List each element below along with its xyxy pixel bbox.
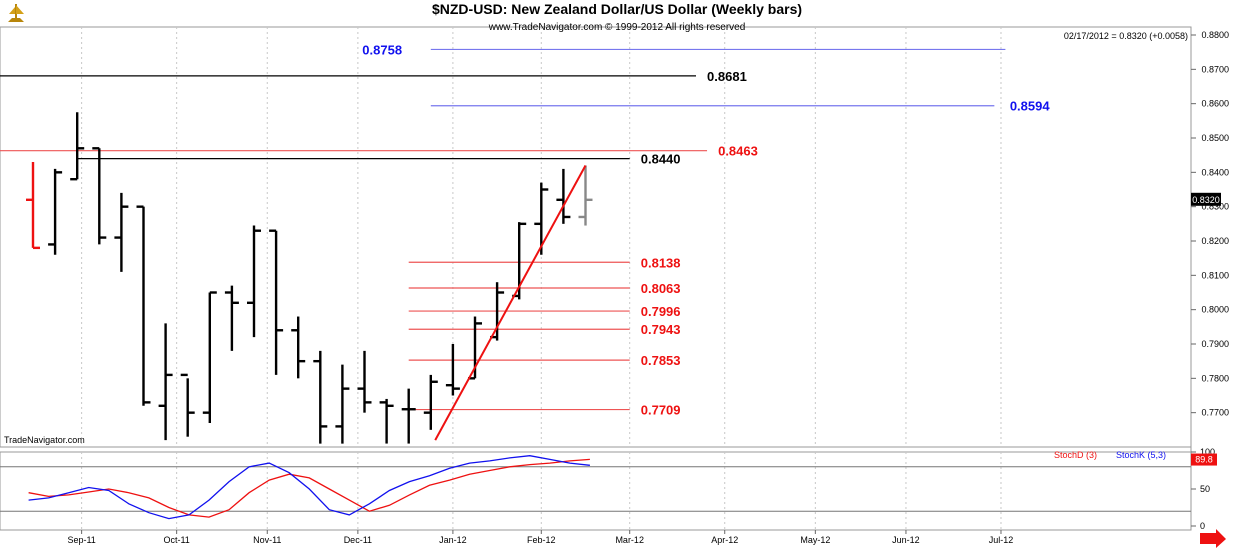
ohlc-bar (26, 162, 40, 250)
level-label: 0.8440 (641, 152, 681, 167)
ohlc-bar (556, 168, 571, 224)
level-label: 0.8138 (641, 255, 681, 270)
ohlc-bar (401, 388, 416, 444)
trendline-layer (434, 164, 587, 441)
ohlc-bar (291, 316, 306, 379)
x-tick-label: Jun-12 (892, 535, 920, 545)
ohlc-bar (269, 229, 284, 375)
stoch-tick-label: 100 (1200, 447, 1215, 457)
last-price-box (1191, 192, 1221, 206)
price-pane (0, 26, 1192, 448)
ohlc-bar (92, 147, 107, 245)
stochastic-pane (0, 451, 1192, 531)
ohlc-bar (180, 373, 195, 437)
x-tick-label: Apr-12 (711, 535, 738, 545)
level-label: 0.8063 (641, 281, 681, 296)
price-readout: 02/17/2012 = 0.8320 (+0.0058) (1064, 31, 1188, 41)
stoch-tick-label: 50 (1200, 484, 1210, 494)
ohlc-bar (357, 350, 372, 413)
ohlc-bar (48, 168, 63, 255)
x-tick-label: Jan-12 (439, 535, 467, 545)
level-label: 0.7709 (641, 403, 681, 418)
ohlc-bar (578, 165, 593, 226)
y-tick-label: 0.7700 (1201, 408, 1229, 418)
level-label: 0.8594 (1010, 99, 1051, 114)
ohlc-bar (379, 398, 394, 444)
ohlc-bar (445, 344, 460, 396)
chart-title: $NZD-USD: New Zealand Dollar/US Dollar (… (432, 1, 802, 17)
level-label: 0.8681 (707, 69, 747, 84)
chart-subtitle: www.TradeNavigator.com © 1999-2012 All r… (488, 22, 746, 33)
stoch-readout: 89.8 (1195, 455, 1213, 465)
legend-stochk: StochK (5,3) (1116, 450, 1166, 460)
ohlc-bar (313, 350, 328, 444)
ohlc-bar (247, 225, 261, 338)
y-tick-label: 0.8200 (1201, 236, 1229, 246)
y-tick-label: 0.8600 (1201, 99, 1229, 109)
x-tick-label: Sep-11 (67, 535, 95, 545)
level-label: 0.8463 (718, 144, 758, 159)
ohlc-bar (70, 112, 85, 181)
price-axis: 0.8800 0.8700 0.8600 0.8500 0.8400 0.8300 0.82… (1191, 30, 1229, 418)
ohlc-bar (202, 291, 217, 423)
y-tick-label: 0.8800 (1201, 30, 1229, 40)
trendline (434, 164, 587, 441)
level-label: 0.8758 (362, 42, 402, 57)
ohlc-bar (335, 364, 350, 444)
y-tick-label: 0.8700 (1201, 64, 1229, 74)
ohlc-bars (26, 112, 593, 444)
support-resistance-levels: 0.8758 0.8681 0.8594 0.8463 0.8440 0.8138 0.80… (0, 42, 1051, 418)
ohlc-bar (423, 374, 438, 430)
ohlc-bar (158, 323, 173, 441)
x-tick-label: Oct-11 (163, 535, 189, 545)
level-label: 0.7996 (641, 304, 681, 319)
watermark: TradeNavigator.com (4, 435, 85, 445)
stochastic-indicator: 100 50 0 89.8 (0, 447, 1217, 531)
level-label: 0.7943 (641, 322, 681, 337)
ohlc-bar (224, 285, 239, 351)
ohlc-bar (534, 182, 549, 255)
stochk-line (28, 455, 590, 520)
y-tick-label: 0.7800 (1201, 373, 1229, 383)
x-tick-label: Jul-12 (989, 535, 1014, 545)
x-tick-label: May-12 (800, 535, 830, 545)
level-label: 0.7853 (641, 353, 681, 368)
logo-icon (8, 4, 24, 22)
stochd-line (28, 458, 590, 518)
last-price-label: 0.8320 (1192, 195, 1220, 205)
x-tick-label: Nov-11 (253, 535, 281, 545)
x-tick-label: Dec-11 (344, 535, 372, 545)
y-tick-label: 0.7900 (1201, 339, 1229, 349)
y-tick-label: 0.8000 (1201, 305, 1229, 315)
ohlc-bar (114, 192, 129, 272)
date-axis: Sep-11 Oct-11 Nov-11 Dec-11 Jan-12 Feb-12 Mar-… (67, 530, 1013, 545)
y-tick-label: 0.8100 (1201, 270, 1229, 280)
y-tick-label: 0.8400 (1201, 167, 1229, 177)
stoch-readout-box (1191, 453, 1217, 466)
y-tick-label: 0.8500 (1201, 133, 1229, 143)
y-tick-label: 0.8300 (1201, 202, 1229, 212)
scroll-right-arrow-icon[interactable] (1200, 529, 1226, 548)
x-tick-label: Feb-12 (527, 535, 556, 545)
ohlc-bar (136, 205, 151, 406)
stoch-tick-label: 0 (1200, 521, 1205, 531)
legend-stochd: StochD (3) (1054, 450, 1097, 460)
x-tick-label: Mar-12 (615, 535, 644, 545)
grid-layer (81, 27, 1002, 530)
